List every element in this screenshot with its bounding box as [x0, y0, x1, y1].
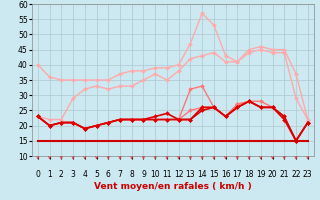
- X-axis label: Vent moyen/en rafales ( km/h ): Vent moyen/en rafales ( km/h ): [94, 182, 252, 191]
